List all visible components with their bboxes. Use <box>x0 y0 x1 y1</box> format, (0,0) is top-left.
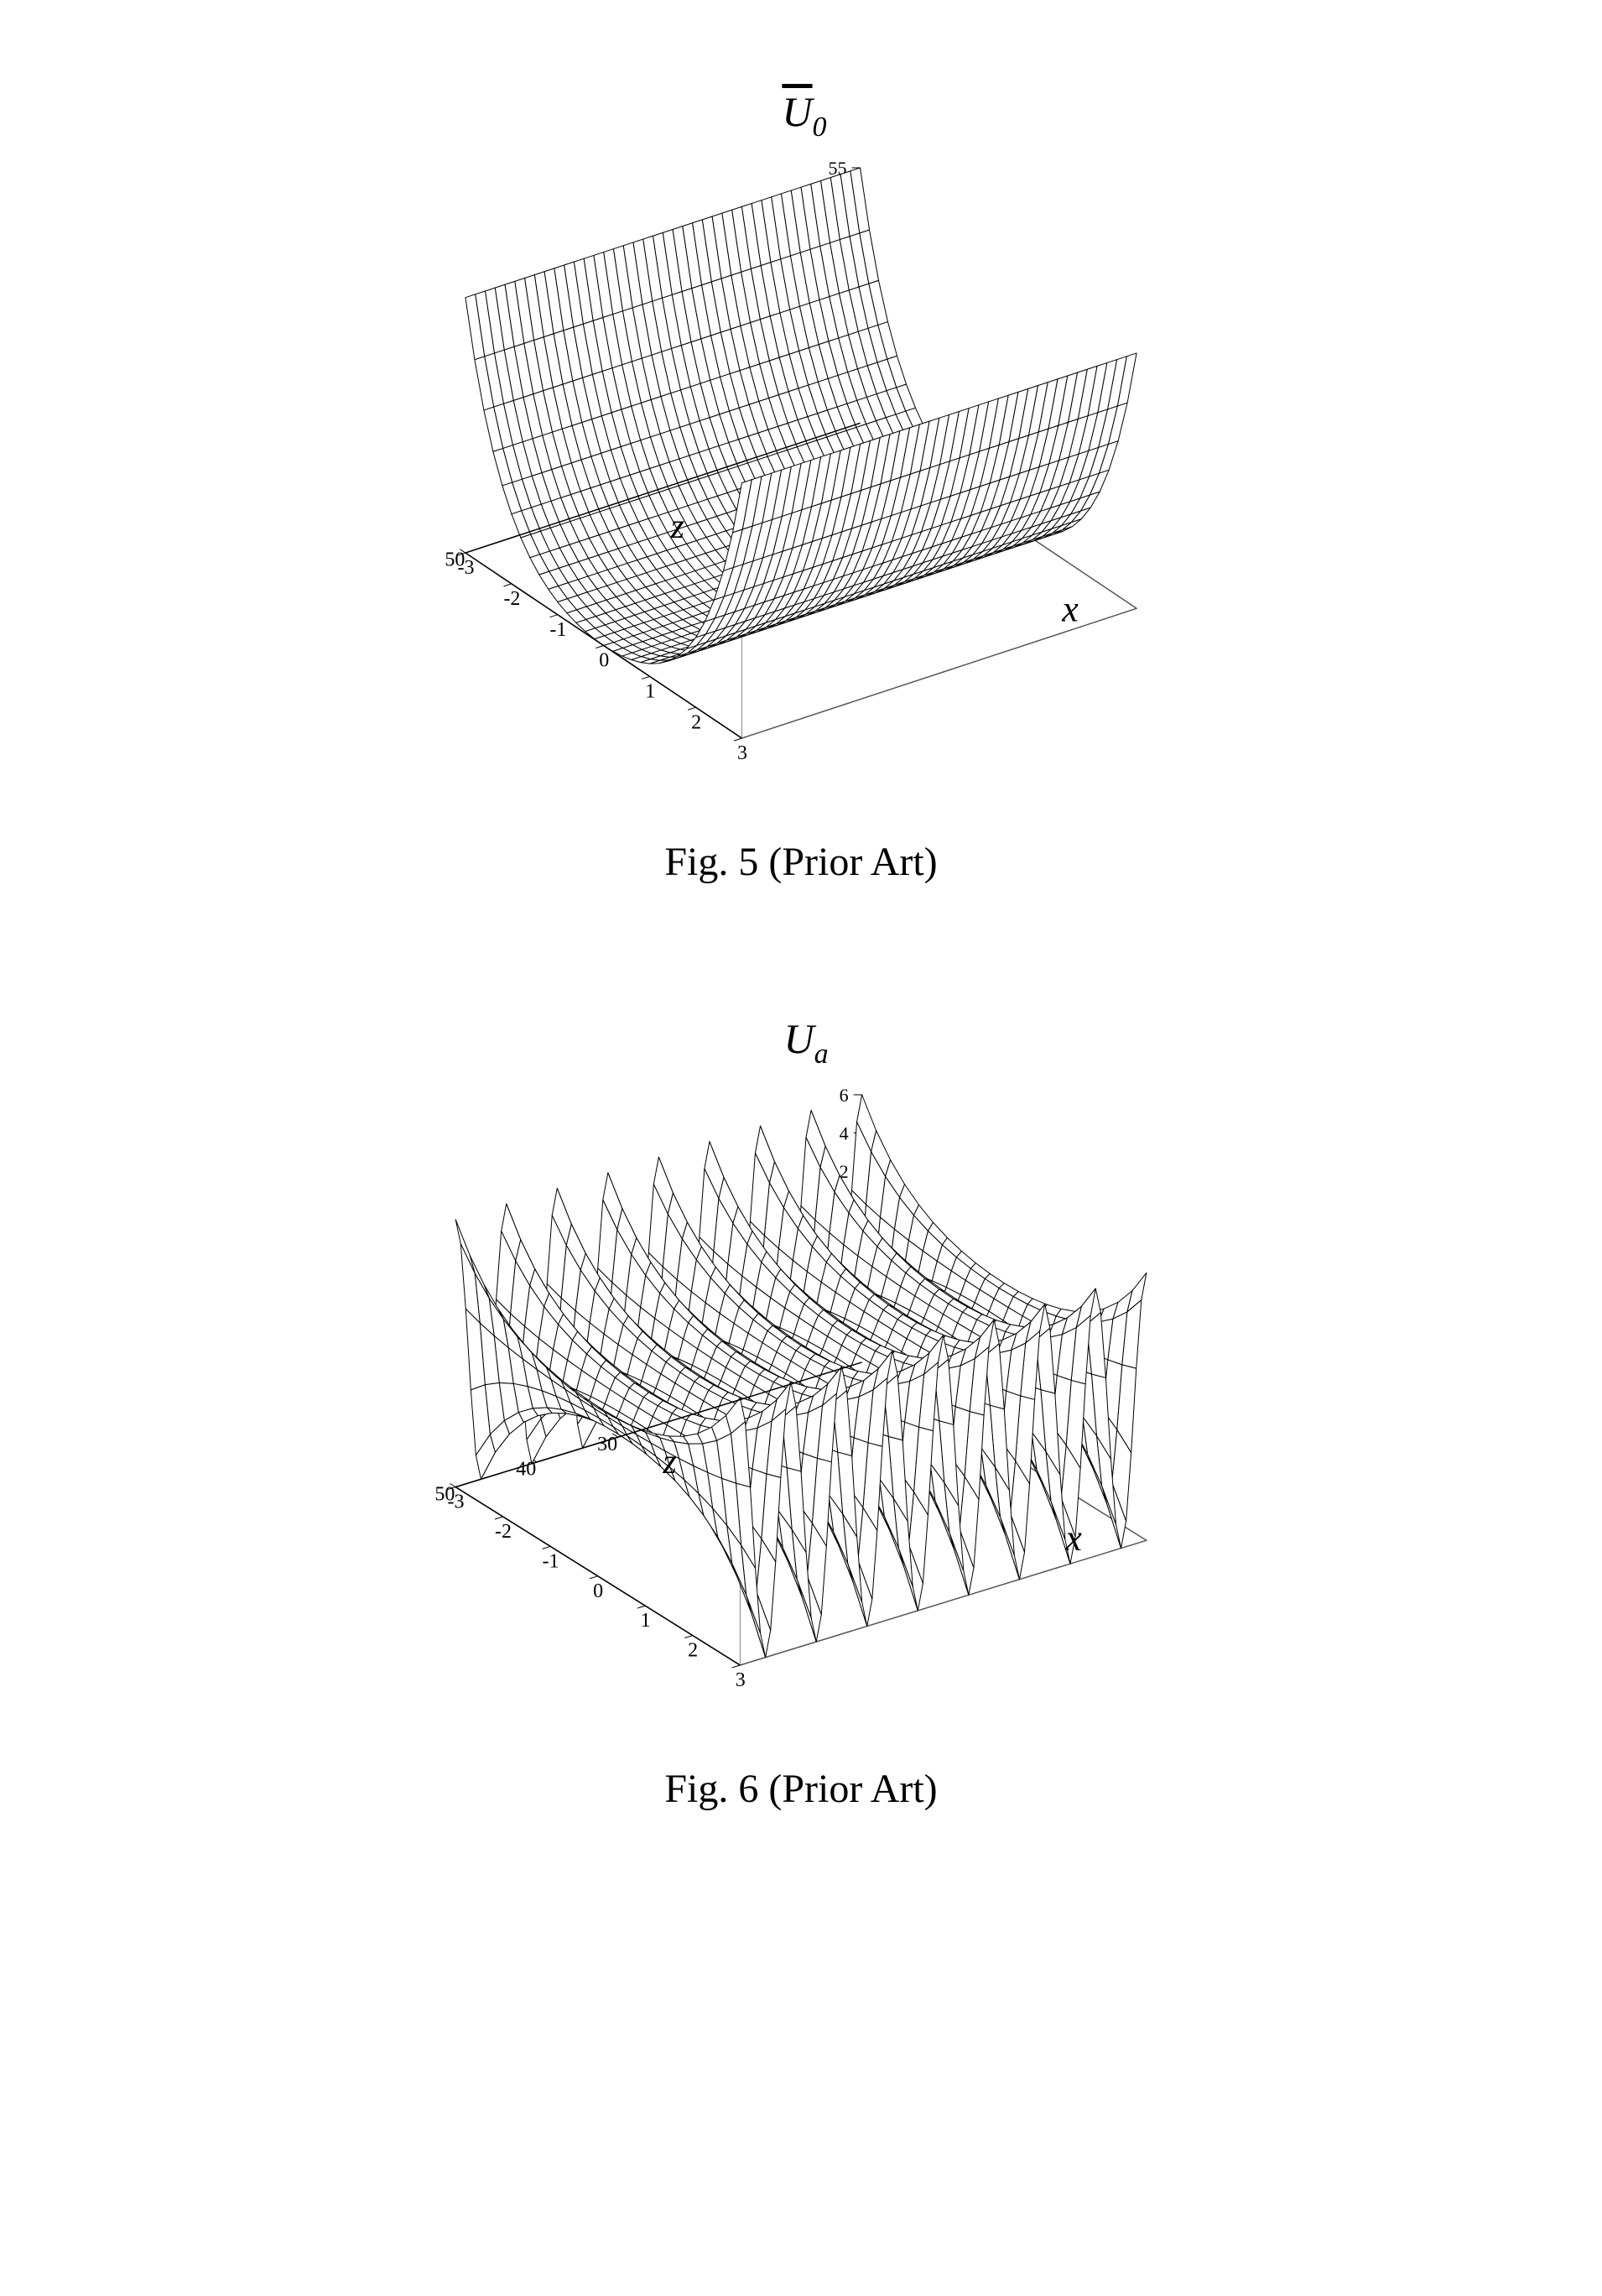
svg-text:Ua: Ua <box>784 1015 829 1070</box>
figure-6-block: 01020304050-3-2-10123-8-6-4-20246xzUa Fi… <box>0 885 1602 1812</box>
svg-text:1: 1 <box>641 1610 651 1632</box>
figure-5-caption: Fig. 5 (Prior Art) <box>664 839 937 885</box>
svg-text:1: 1 <box>645 680 655 702</box>
figure-5-surface-plot: 01020304050-3-2-101230510152025303540455… <box>172 75 1430 830</box>
figure-6-surface-plot: 01020304050-3-2-10123-8-6-4-20246xzUa <box>172 1002 1430 1757</box>
svg-text:-2: -2 <box>495 1521 512 1543</box>
svg-text:x: x <box>1061 588 1079 629</box>
svg-text:-3: -3 <box>458 557 475 579</box>
svg-text:0: 0 <box>599 650 609 672</box>
svg-text:-1: -1 <box>543 1550 559 1572</box>
figure-5-block: 01020304050-3-2-101230510152025303540455… <box>0 0 1602 885</box>
page: 01020304050-3-2-101230510152025303540455… <box>0 0 1602 2296</box>
svg-text:-1: -1 <box>549 619 566 641</box>
svg-text:z: z <box>662 1443 676 1481</box>
svg-text:2: 2 <box>691 711 701 733</box>
svg-text:6: 6 <box>840 1085 849 1106</box>
svg-text:U0: U0 <box>782 88 826 143</box>
svg-text:3: 3 <box>736 1669 746 1691</box>
svg-text:4: 4 <box>840 1123 849 1144</box>
svg-text:-2: -2 <box>503 588 520 610</box>
svg-text:x: x <box>1064 1518 1082 1559</box>
svg-text:3: 3 <box>737 742 747 764</box>
figure-6-caption: Fig. 6 (Prior Art) <box>664 1766 937 1812</box>
svg-text:z: z <box>670 508 684 546</box>
svg-text:2: 2 <box>688 1640 698 1662</box>
svg-text:30: 30 <box>597 1434 617 1455</box>
svg-text:0: 0 <box>593 1580 603 1602</box>
svg-text:-3: -3 <box>447 1492 464 1513</box>
